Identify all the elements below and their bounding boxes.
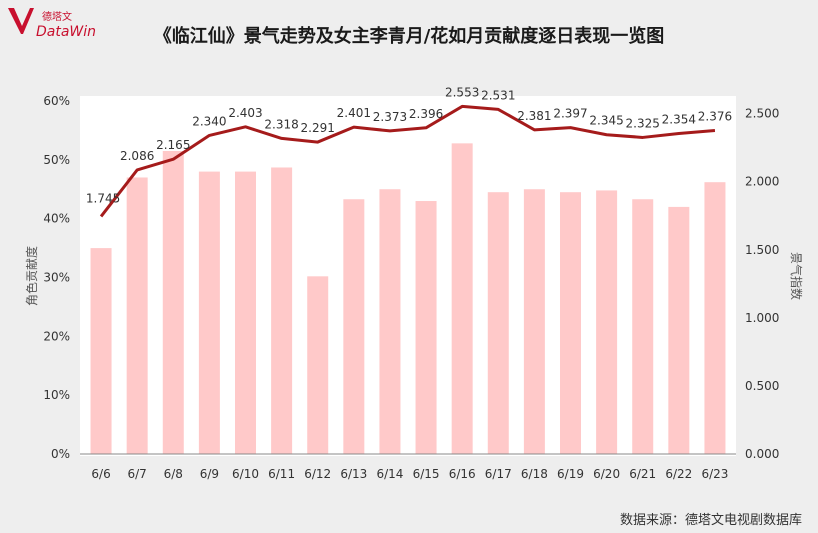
line-data-label: 2.401 xyxy=(337,106,371,120)
bar-6/23 xyxy=(704,182,726,454)
logo-text-cn: 德塔文 xyxy=(42,10,72,23)
bar-6/19 xyxy=(560,192,581,455)
line-data-label: 2.397 xyxy=(553,107,587,121)
bar-6/12 xyxy=(307,276,329,454)
bar-6/10 xyxy=(235,171,256,454)
y-axis-right-title: 景气指数 xyxy=(789,252,804,300)
line-data-label: 2.531 xyxy=(481,88,515,102)
line-data-label: 2.354 xyxy=(662,112,696,126)
x-tick-label: 6/17 xyxy=(485,467,512,481)
line-data-label: 2.345 xyxy=(589,114,623,128)
line-data-label: 2.396 xyxy=(409,107,443,121)
y-left-tick-label: 50% xyxy=(43,153,70,167)
y-left-tick-label: 0% xyxy=(51,447,70,461)
line-data-label: 2.086 xyxy=(120,149,154,163)
y-left-tick-label: 10% xyxy=(43,388,70,402)
x-tick-label: 6/14 xyxy=(376,467,403,481)
y-left-tick-label: 20% xyxy=(43,329,70,343)
line-data-label: 2.376 xyxy=(698,109,732,123)
logo-mark-icon xyxy=(8,8,34,34)
bar-6/20 xyxy=(596,190,618,454)
y-left-tick-label: 60% xyxy=(43,94,70,108)
y-right-tick-label: 0.000 xyxy=(745,447,779,461)
bar-6/13 xyxy=(343,199,365,454)
x-tick-label: 6/13 xyxy=(340,467,367,481)
y-axis-left-title: 角色贡献度 xyxy=(24,246,39,306)
y-right-tick-label: 1.000 xyxy=(745,311,779,325)
x-tick-label: 6/6 xyxy=(91,467,110,481)
line-data-label: 1.745 xyxy=(86,191,120,205)
line-path xyxy=(99,104,716,218)
bar-series xyxy=(90,143,726,455)
x-axis: 6/6 6/7 6/8 6/9 6/10 6/11 6/12 6/13 6/14 6/15 6/16… xyxy=(80,453,736,481)
x-tick-label: 6/12 xyxy=(304,467,331,481)
x-tick-label: 6/21 xyxy=(629,467,656,481)
bar-6/9 xyxy=(198,171,220,454)
bar-6/21 xyxy=(632,199,654,454)
bar-6/6 xyxy=(90,248,112,454)
y-right-tick-label: 0.500 xyxy=(745,379,779,393)
bar-6/18 xyxy=(523,189,545,454)
y-axis-right: 0.000 0.500 1.000 1.500 2.000 2.500 xyxy=(745,107,779,461)
y-right-tick-label: 2.500 xyxy=(745,107,779,121)
plot-area xyxy=(80,96,736,456)
x-tick-label: 6/8 xyxy=(164,467,183,481)
x-tick-label: 6/19 xyxy=(557,467,584,481)
datawin-logo: 德塔文 DataWin xyxy=(8,8,96,40)
logo-text-en: DataWin xyxy=(36,24,96,40)
line-data-label: 2.381 xyxy=(517,109,551,123)
x-tick-label: 6/9 xyxy=(200,467,219,481)
line-data-label: 2.403 xyxy=(228,106,262,120)
x-tick-label: 6/15 xyxy=(413,467,440,481)
y-right-tick-label: 1.500 xyxy=(745,243,779,257)
x-tick-label: 6/16 xyxy=(449,467,476,481)
x-tick-label: 6/18 xyxy=(521,467,548,481)
x-tick-label: 6/23 xyxy=(701,467,728,481)
x-tick-label: 6/22 xyxy=(665,467,692,481)
bar-6/8 xyxy=(162,151,184,454)
y-left-tick-label: 30% xyxy=(43,271,70,285)
bar-6/22 xyxy=(668,206,690,454)
bar-6/15 xyxy=(415,201,437,454)
y-right-tick-label: 2.000 xyxy=(745,175,779,189)
line-data-label: 2.291 xyxy=(301,121,335,135)
line-data-label: 2.318 xyxy=(264,117,298,131)
line-data-label: 2.340 xyxy=(192,114,226,128)
bar-6/7 xyxy=(126,177,148,454)
bar-6/14 xyxy=(379,189,401,454)
line-data-label: 2.553 xyxy=(445,85,479,99)
line-data-label: 2.165 xyxy=(156,138,190,152)
line-series xyxy=(99,104,716,218)
x-tick-label: 6/20 xyxy=(593,467,620,481)
x-tick-label: 6/10 xyxy=(232,467,259,481)
bar-6/16 xyxy=(451,143,473,455)
y-axis-left: 0% 10% 20% 30% 40% 50% 60% xyxy=(43,94,70,461)
y-left-tick-label: 40% xyxy=(43,212,70,226)
bar-6/17 xyxy=(487,192,509,455)
source-note: 数据来源：德塔文电视剧数据库 xyxy=(620,512,802,528)
x-tick-label: 6/7 xyxy=(128,467,147,481)
chart-title: 《临江仙》景气走势及女主李青月/花如月贡献度逐日表现一览图 xyxy=(154,25,665,47)
x-tick-label: 6/11 xyxy=(268,467,295,481)
line-data-label: 2.325 xyxy=(626,116,660,130)
line-data-label: 2.373 xyxy=(373,110,407,124)
bar-6/11 xyxy=(271,167,293,454)
